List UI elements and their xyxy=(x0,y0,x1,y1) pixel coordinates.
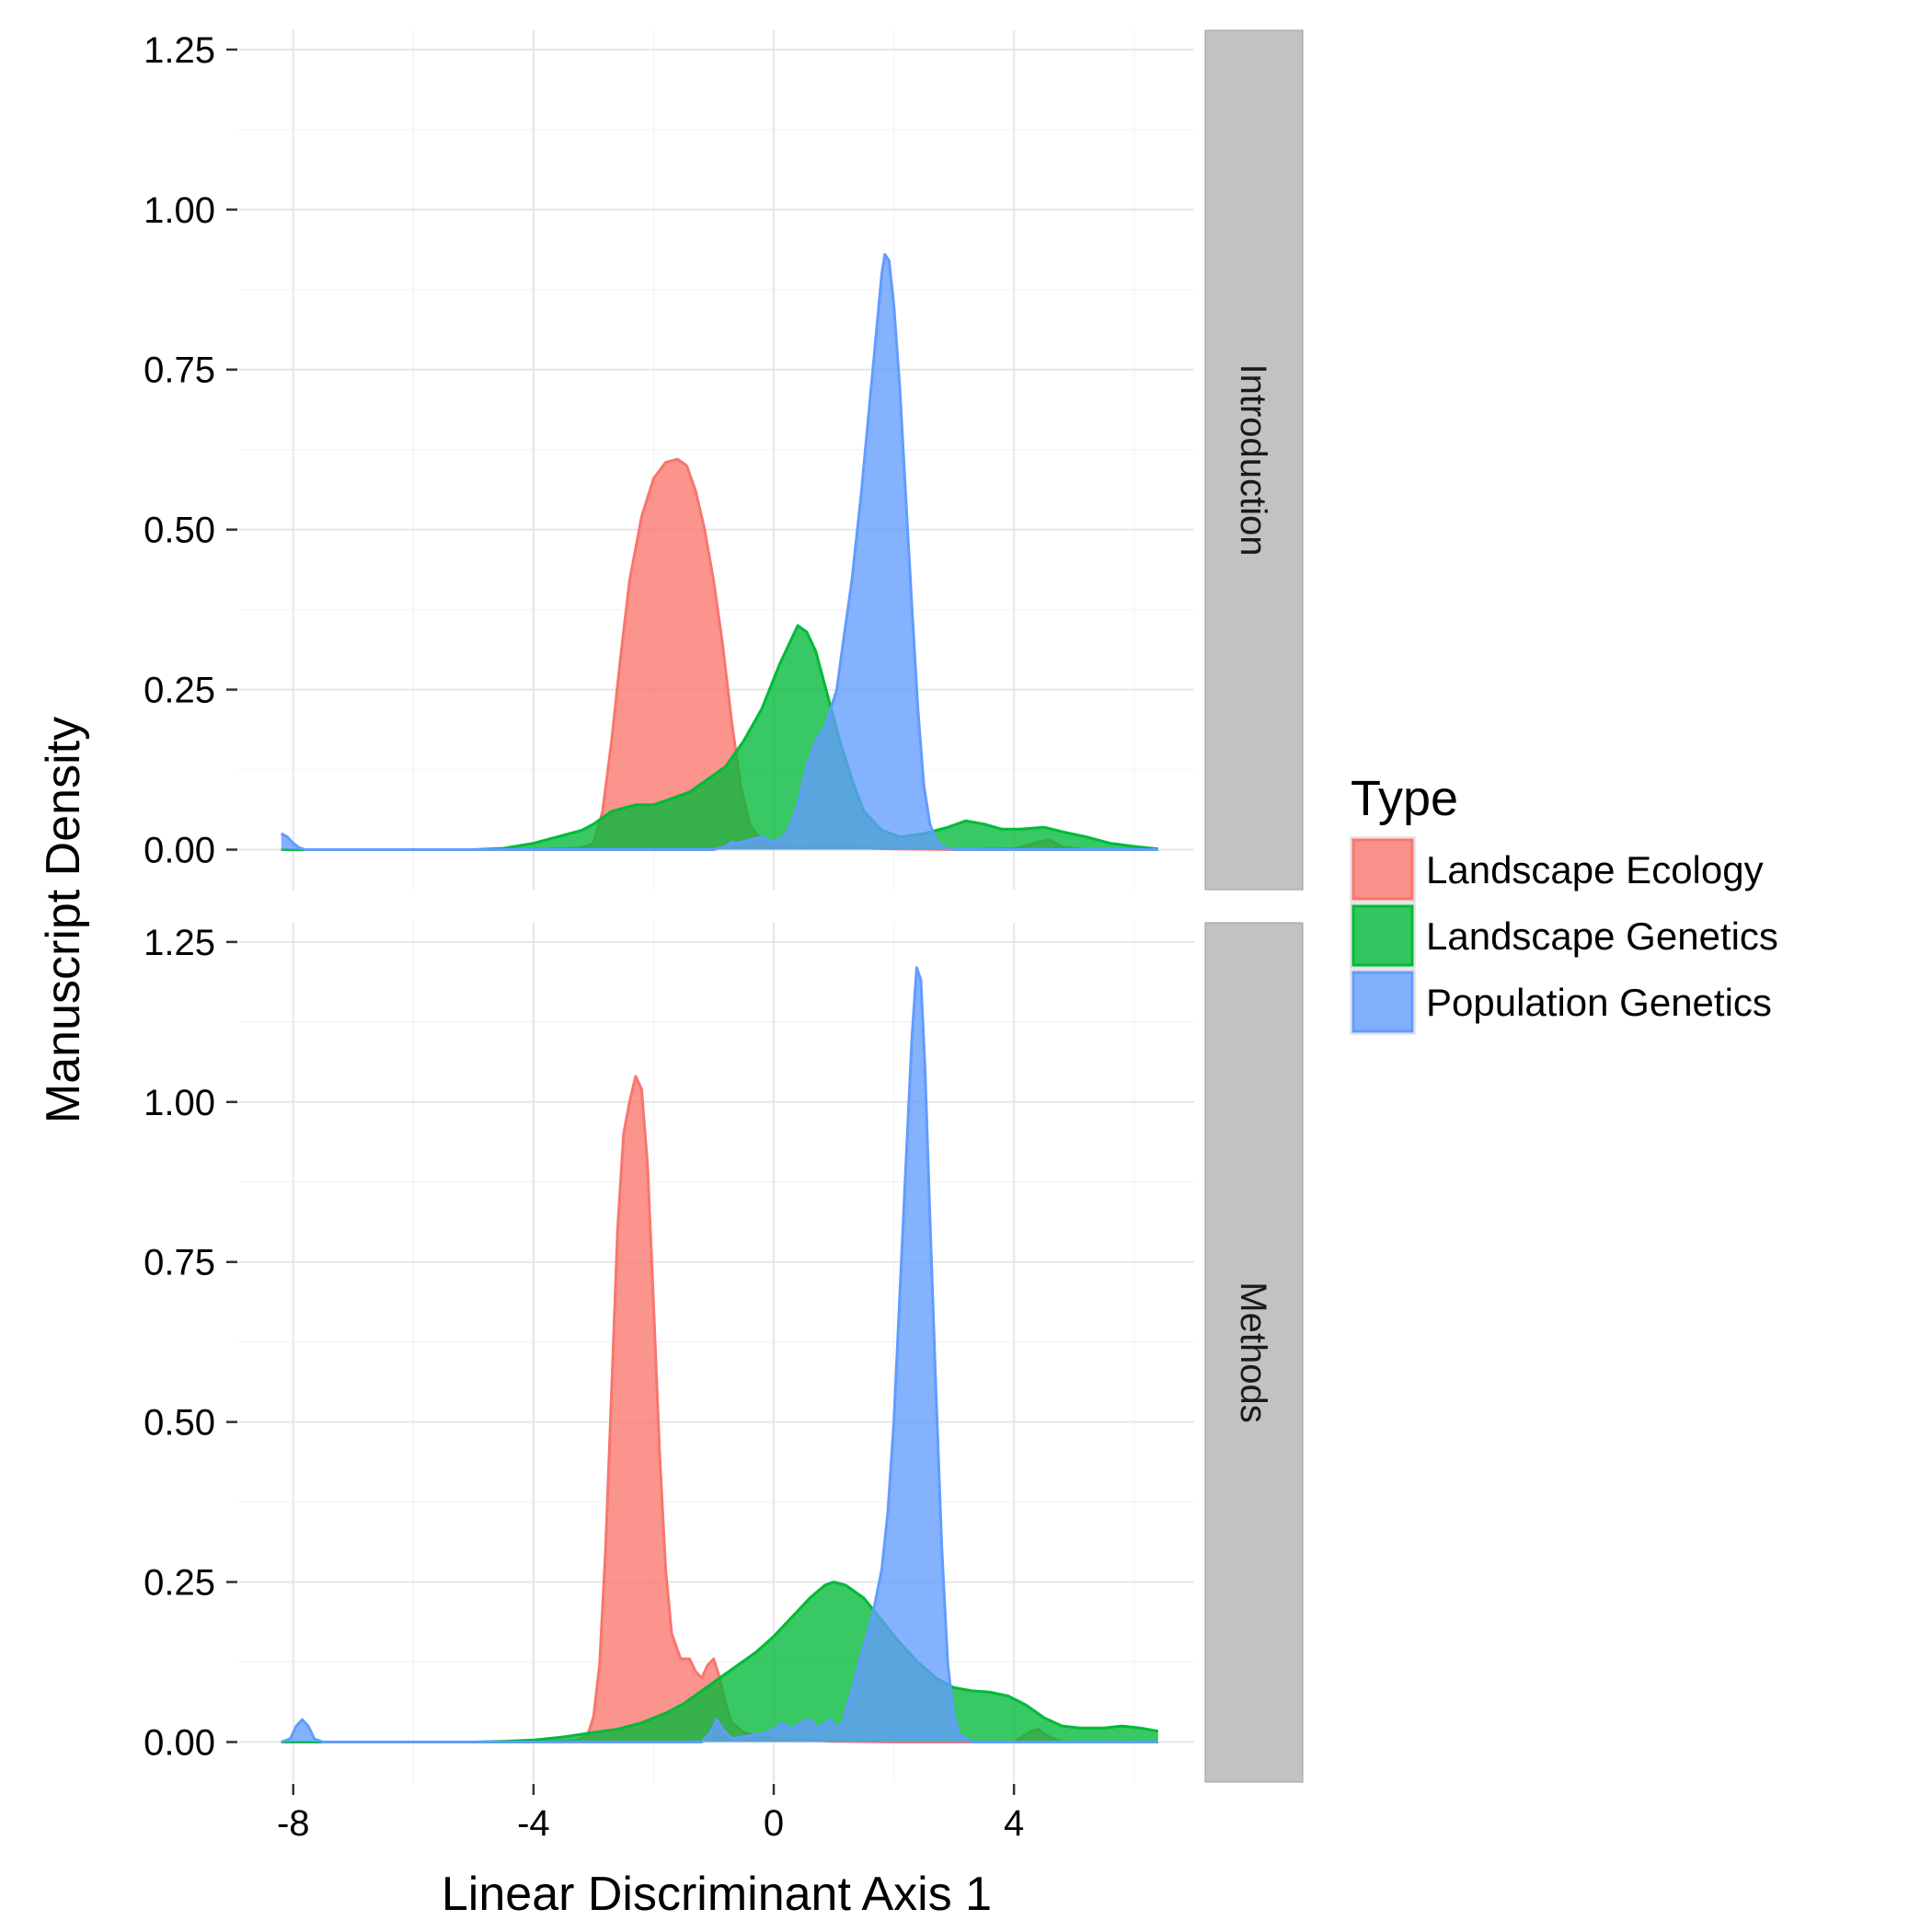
y-axis-methods: 0.00 0.25 0.50 0.75 1.00 1.25 xyxy=(144,923,237,1764)
y-tick-label: 0.25 xyxy=(144,671,215,711)
legend-items: Landscape Ecology Landscape Genetics Popul… xyxy=(1350,836,1778,1035)
legend-swatch xyxy=(1351,971,1414,1033)
facet-label-methods: Methods xyxy=(1233,1282,1273,1422)
density-areas xyxy=(280,253,1158,851)
x-tick-label: -4 xyxy=(517,1803,550,1844)
y-tick-label: 1.00 xyxy=(144,190,215,231)
x-axis: -8 -4 0 4 xyxy=(277,1784,1024,1844)
legend-swatch xyxy=(1351,904,1414,967)
x-tick-label: -8 xyxy=(277,1803,310,1844)
legend-label: Population Genetics xyxy=(1426,981,1772,1024)
legend-swatch xyxy=(1351,838,1414,901)
facet-label-introduction: Introduction xyxy=(1233,363,1273,556)
x-tick-label: 0 xyxy=(764,1803,784,1844)
line-landscape-genetics xyxy=(281,624,1158,851)
line-landscape-genetics xyxy=(281,1581,1159,1743)
y-axis-introduction: 0.00 0.25 0.50 0.75 1.00 1.25 xyxy=(144,30,237,871)
legend-label: Landscape Ecology xyxy=(1426,848,1764,891)
y-tick-label: 0.75 xyxy=(144,351,215,391)
legend-item-landscape-ecology: Landscape Ecology xyxy=(1350,836,1764,903)
facet-panel-methods: 0.00 0.25 0.50 0.75 1.00 1.25 Methods xyxy=(144,922,1304,1783)
x-tick-label: 4 xyxy=(1004,1803,1024,1844)
y-tick-label: 0.00 xyxy=(144,831,215,871)
legend-item-population-genetics: Population Genetics xyxy=(1350,969,1772,1035)
y-tick-label: 1.25 xyxy=(144,30,215,71)
legend-title: Type xyxy=(1351,771,1458,826)
line-population-genetics xyxy=(280,253,1158,851)
y-tick-label: 0.75 xyxy=(144,1243,215,1283)
area-landscape-genetics xyxy=(281,626,1158,850)
facet-panels: 0.000.250.500.751.001.25Introduction0.00… xyxy=(144,29,1304,1783)
y-axis-title: Manuscript Density xyxy=(37,717,90,1123)
y-tick-label: 1.25 xyxy=(144,923,215,963)
line-population-genetics xyxy=(281,966,1158,1743)
legend-item-landscape-genetics: Landscape Genetics xyxy=(1350,903,1778,969)
x-axis-title: Linear Discriminant Axis 1 xyxy=(442,1868,992,1921)
facet-panel-introduction: 0.00 0.25 0.50 0.75 1.00 1.25 Introduction xyxy=(144,29,1304,891)
facet-strip-introduction xyxy=(1204,29,1304,891)
facet-strip-methods xyxy=(1204,922,1304,1783)
density-areas xyxy=(281,966,1159,1743)
area-population-genetics xyxy=(281,967,1158,1742)
y-tick-label: 1.00 xyxy=(144,1083,215,1123)
legend: Type Landscape Ecology Landscape Genetics… xyxy=(1350,771,1778,1035)
y-tick-label: 0.00 xyxy=(144,1723,215,1764)
area-landscape-ecology xyxy=(281,459,1158,850)
y-tick-label: 0.25 xyxy=(144,1563,215,1604)
panel-background xyxy=(239,923,1194,1782)
y-tick-label: 0.50 xyxy=(144,511,215,551)
y-tick-label: 0.50 xyxy=(144,1403,215,1443)
legend-label: Landscape Genetics xyxy=(1426,914,1778,958)
